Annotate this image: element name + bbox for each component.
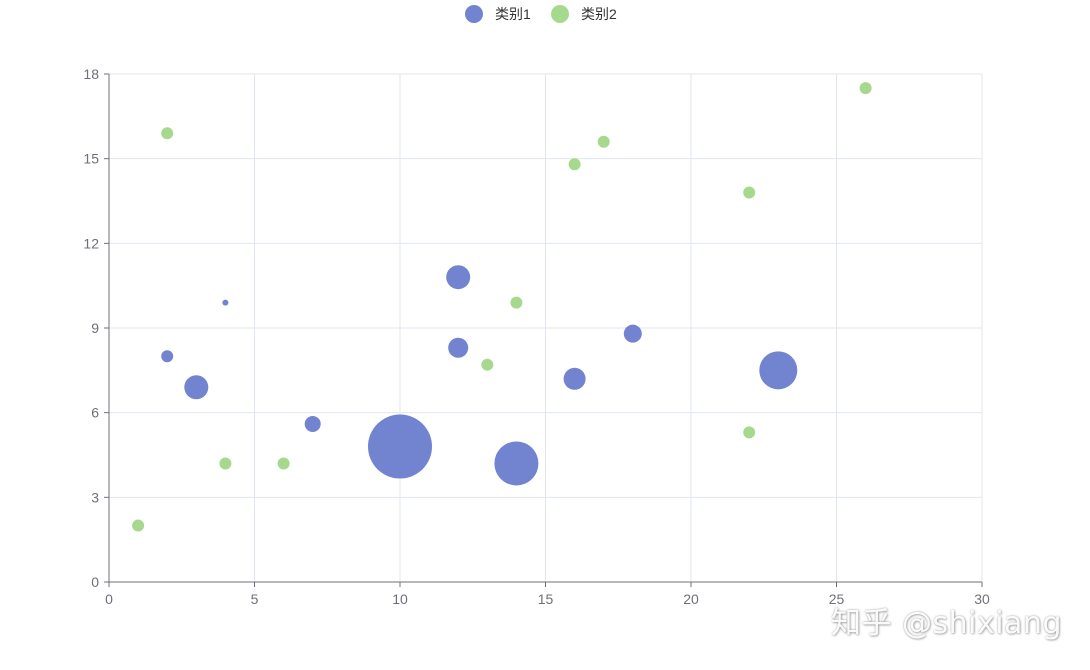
series-2-point (277, 457, 290, 470)
x-tick-label: 5 (251, 591, 259, 607)
data-points (132, 82, 872, 532)
y-tick-label: 15 (83, 151, 99, 167)
x-tick-label: 20 (683, 591, 699, 607)
x-tick-label: 10 (392, 591, 408, 607)
series-1-point (494, 441, 539, 486)
watermark: 知乎 @shixiang (830, 606, 1062, 641)
x-tick-label: 15 (538, 591, 554, 607)
legend-marker-2 (551, 5, 569, 23)
axes: 0 5 10 15 20 25 30 0 3 6 9 12 15 18 (83, 66, 990, 607)
series-2-point (743, 426, 756, 439)
y-tick-label: 18 (83, 66, 99, 82)
series-2-point (859, 82, 872, 95)
series-1-point (304, 415, 321, 432)
series-2-point (510, 296, 523, 309)
series-2-point (219, 457, 232, 470)
series-1-point (222, 299, 229, 306)
series-1-point (623, 324, 642, 343)
series-1-point (448, 337, 469, 358)
series-2-point (161, 127, 174, 140)
legend-label-1: 类别1 (495, 6, 531, 22)
series-2-point (743, 186, 756, 199)
y-tick-label: 9 (91, 320, 99, 336)
series-2-point (568, 158, 581, 171)
series-2-point (597, 135, 610, 148)
series-2-point (481, 358, 494, 371)
legend-marker-1 (465, 5, 483, 23)
series-1-point (184, 375, 209, 400)
series-1-point (446, 265, 471, 290)
series-1-point (368, 414, 432, 479)
y-tick-label: 12 (83, 235, 99, 251)
x-tick-label: 0 (105, 591, 113, 607)
legend: 类别1 类别2 (465, 5, 617, 23)
series-1-point (759, 351, 798, 390)
x-tick-label: 30 (974, 591, 990, 607)
series-1-point (161, 350, 174, 363)
legend-label-2: 类别2 (581, 6, 617, 22)
y-tick-label: 0 (91, 574, 99, 590)
y-tick-label: 3 (91, 489, 99, 505)
x-tick-label: 25 (829, 591, 845, 607)
series-2-point (132, 519, 145, 532)
grid-lines (109, 73, 983, 582)
y-tick-label: 6 (91, 405, 99, 421)
series-1-point (563, 367, 586, 390)
